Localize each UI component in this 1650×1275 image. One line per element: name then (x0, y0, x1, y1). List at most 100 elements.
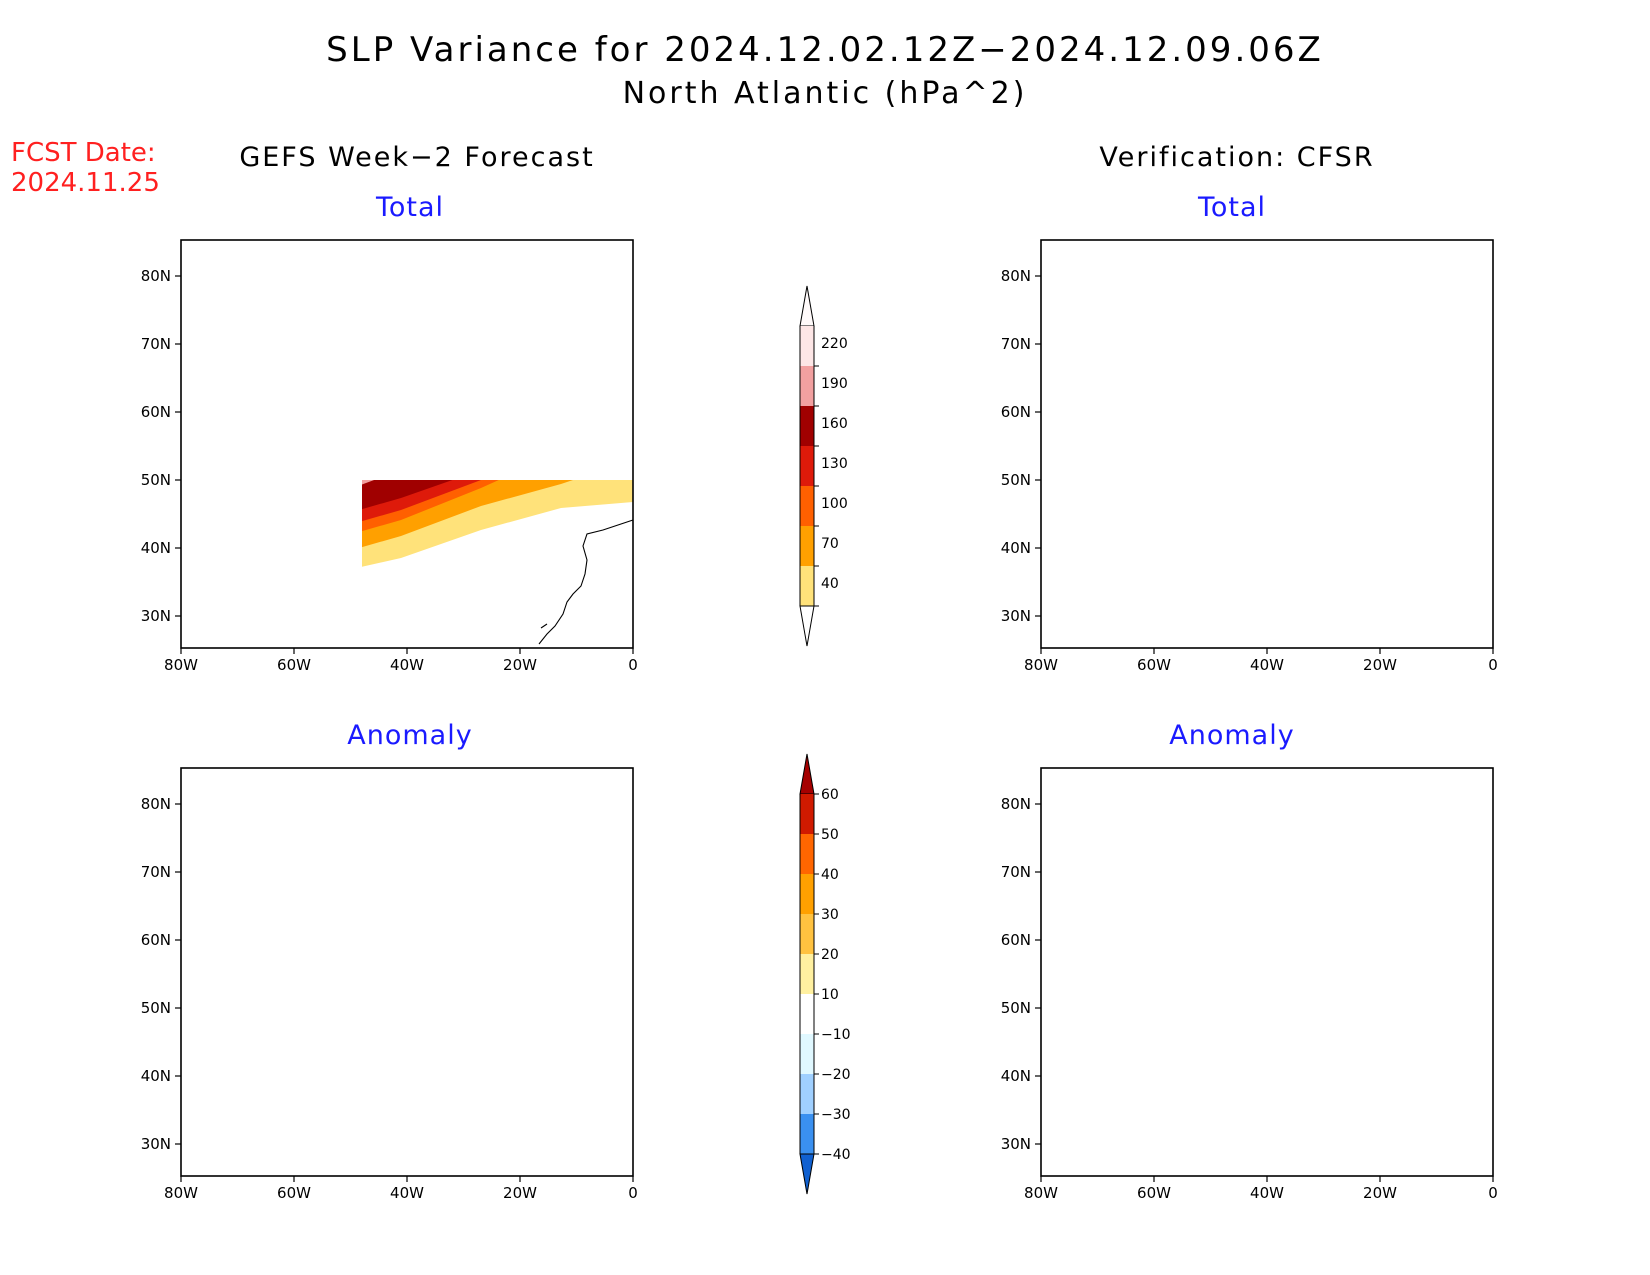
lon-tick-label: 80W (1024, 1184, 1058, 1202)
colorbar-anomaly-label: −40 (821, 1147, 851, 1163)
forecast-date-block: FCST Date: 2024.11.25 (11, 138, 160, 198)
lon-tick-label: 60W (277, 656, 311, 674)
colorbar-total-swatch (800, 566, 814, 606)
colorbar-total-label: 190 (821, 376, 848, 392)
lon-tick-label: 60W (1137, 656, 1171, 674)
lat-tick-label: 30N (1001, 607, 1031, 625)
forecast-date-value: 2024.11.25 (11, 168, 160, 198)
lon-tick-label: 0 (628, 656, 638, 674)
colorbar-total-label: 100 (821, 496, 848, 512)
colorbar-total-label: 70 (821, 536, 839, 552)
lon-tick-label: 40W (1250, 1184, 1284, 1202)
colorbar-total-swatch (800, 486, 814, 526)
lon-tick-label: 60W (1137, 1184, 1171, 1202)
map-frame-forecast-anomaly (180, 767, 634, 1177)
map-panel-verification-total (1040, 239, 1494, 649)
colorbar-anomaly-label: 30 (821, 907, 839, 923)
lon-tick-label: 80W (164, 656, 198, 674)
colorbar-total-top-tip (799, 285, 815, 327)
colorbar-anomaly-label: −10 (821, 1027, 851, 1043)
lat-tick-label: 80N (141, 267, 171, 285)
lat-tick-label: 50N (141, 471, 171, 489)
map-panel-forecast-anomaly (180, 767, 634, 1177)
lon-tick-label: 0 (1488, 1184, 1498, 1202)
colorbar-total-label: 220 (821, 336, 848, 352)
forecast-date-label: FCST Date: (11, 138, 156, 168)
colorbar-total-swatch (800, 326, 814, 366)
lat-tick-label: 80N (1001, 267, 1031, 285)
map-panel-forecast-total (180, 239, 634, 649)
main-title: SLP Variance for 2024.12.02.12Z−2024.12.… (326, 30, 1324, 70)
colorbar-anomaly-top-tip (799, 753, 815, 795)
lon-tick-label: 60W (277, 1184, 311, 1202)
lat-tick-label: 80N (141, 795, 171, 813)
colorbar-anomaly-label: 20 (821, 947, 839, 963)
lon-tick-label: 80W (1024, 656, 1058, 674)
main-subtitle: North Atlantic (hPa^2) (622, 76, 1028, 111)
lon-tick-label: 0 (628, 1184, 638, 1202)
lat-tick-label: 40N (141, 1067, 171, 1085)
panel-title-verification-anomaly: Anomaly (1169, 720, 1295, 751)
lon-tick-label: 20W (1363, 656, 1397, 674)
panel-title-forecast-anomaly: Anomaly (347, 720, 473, 751)
lat-tick-label: 60N (1001, 931, 1031, 949)
map-frame-verification-anomaly (1040, 767, 1494, 1177)
colorbar-anomaly-swatch (800, 794, 814, 834)
colorbar-anomaly-swatch (800, 1034, 814, 1074)
column-title-forecast: GEFS Week−2 Forecast (239, 142, 595, 173)
map-panel-verification-anomaly (1040, 767, 1494, 1177)
lon-tick-label: 40W (1250, 656, 1284, 674)
colorbar-total-label: 40 (821, 576, 839, 592)
lat-tick-label: 40N (1001, 1067, 1031, 1085)
colorbar-total-swatch (800, 526, 814, 566)
lat-tick-label: 50N (1001, 999, 1031, 1017)
colorbar-total-swatch (800, 446, 814, 486)
lat-tick-label: 40N (1001, 539, 1031, 557)
lat-tick-label: 30N (1001, 1135, 1031, 1153)
colorbar-total-bottom-tip (799, 605, 815, 647)
lat-tick-label: 30N (141, 1135, 171, 1153)
lat-tick-label: 70N (1001, 335, 1031, 353)
lat-tick-label: 50N (141, 999, 171, 1017)
lon-tick-label: 40W (390, 656, 424, 674)
lat-tick-label: 70N (1001, 863, 1031, 881)
lat-tick-label: 60N (1001, 403, 1031, 421)
lon-tick-label: 20W (503, 1184, 537, 1202)
colorbar-anomaly-label: 50 (821, 827, 839, 843)
colorbar-anomaly: 60 50 40 30 20 10 −10 −20 −30 −40 (799, 753, 851, 1195)
lat-tick-label: 60N (141, 403, 171, 421)
colorbar-anomaly-label: 40 (821, 867, 839, 883)
lat-tick-label: 80N (1001, 795, 1031, 813)
colorbar-total-label: 160 (821, 416, 848, 432)
map-frame-verification-total (1040, 239, 1494, 649)
colorbar-anomaly-label: 60 (821, 787, 839, 803)
colorbar-anomaly-swatch (800, 1114, 814, 1154)
axis-labels: 80N 70N 60N 50N 40N 30N 80W 60W 40W 20W 0 80N 70N 60N… (141, 267, 1498, 1202)
colorbar-anomaly-swatch (800, 914, 814, 954)
lon-tick-label: 80W (164, 1184, 198, 1202)
lat-tick-label: 60N (141, 931, 171, 949)
colorbar-anomaly-label: 10 (821, 987, 839, 1003)
colorbar-total: 220 190 160 130 100 70 40 (799, 285, 848, 647)
colorbar-total-swatch (800, 366, 814, 406)
colorbar-anomaly-bottom-tip (799, 1153, 815, 1195)
colorbar-anomaly-swatch (800, 1074, 814, 1114)
colorbar-anomaly-label: −20 (821, 1067, 851, 1083)
colorbar-anomaly-label: −30 (821, 1107, 851, 1123)
lat-tick-label: 70N (141, 863, 171, 881)
colorbar-total-label: 130 (821, 456, 848, 472)
colorbar-anomaly-swatch (800, 874, 814, 914)
lat-tick-label: 70N (141, 335, 171, 353)
panel-title-verification-total: Total (1197, 192, 1267, 223)
lon-tick-label: 20W (503, 656, 537, 674)
panel-title-forecast-total: Total (375, 192, 445, 223)
lon-tick-label: 40W (390, 1184, 424, 1202)
colorbar-anomaly-swatch (800, 834, 814, 874)
colorbar-anomaly-swatch (800, 954, 814, 994)
lat-tick-label: 30N (141, 607, 171, 625)
lat-tick-label: 40N (141, 539, 171, 557)
column-title-verification: Verification: CFSR (1099, 142, 1375, 173)
lon-tick-label: 20W (1363, 1184, 1397, 1202)
colorbar-anomaly-swatch (800, 994, 814, 1034)
